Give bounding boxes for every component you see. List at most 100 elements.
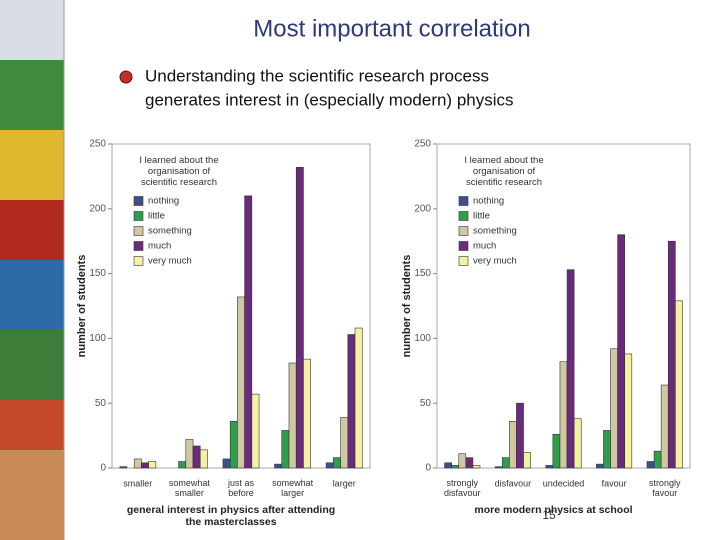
- bar: [559, 361, 568, 469]
- legend-label: nothing: [473, 196, 504, 207]
- bar: [133, 458, 142, 469]
- legend-label: much: [473, 241, 496, 252]
- legend-swatch: [458, 211, 469, 221]
- y-tick-label: 100: [414, 333, 431, 344]
- bar: [288, 362, 297, 469]
- bar: [148, 461, 157, 469]
- bar: [523, 452, 531, 469]
- legend-title: I learned about the organisation of scient…: [464, 155, 543, 188]
- bar: [237, 296, 245, 469]
- bullet-marker: [119, 70, 133, 84]
- bar: [340, 417, 349, 469]
- bar: [295, 167, 304, 469]
- bar: [451, 465, 460, 469]
- bullet-text: generates interest in (especially modern…: [145, 90, 514, 109]
- y-axis-label: number of students: [76, 255, 88, 358]
- chart: 0 50 100 150 200 250 number of students smaller…: [76, 139, 371, 528]
- y-tick-label: 200: [414, 203, 431, 214]
- bar: [596, 463, 604, 469]
- bar: [251, 393, 260, 469]
- x-tick-label: smaller: [123, 478, 152, 488]
- legend-label: nothing: [148, 196, 179, 207]
- bar: [222, 458, 231, 469]
- bar: [566, 269, 575, 469]
- y-tick-label: 100: [89, 333, 106, 344]
- x-tick-label: strongly disfavour: [444, 478, 481, 498]
- bar: [675, 300, 683, 469]
- bar: [545, 465, 554, 469]
- legend-label: something: [473, 226, 517, 237]
- legend-label: little: [473, 211, 490, 222]
- legend-swatch: [133, 256, 144, 266]
- x-tick-label: favour: [602, 478, 627, 488]
- y-tick-label: 0: [100, 463, 106, 474]
- y-tick-label: 200: [89, 203, 106, 214]
- legend-swatch: [133, 241, 144, 251]
- bar: [354, 327, 363, 469]
- legend-label: very much: [473, 256, 517, 267]
- bar: [624, 353, 633, 469]
- y-tick-label: 0: [425, 463, 431, 474]
- bullet-text: Understanding the scientific research pr…: [145, 66, 489, 85]
- legend-label: little: [148, 211, 165, 222]
- bar: [472, 465, 481, 469]
- bar: [192, 445, 201, 469]
- bar: [660, 384, 669, 469]
- x-tick-label: larger: [333, 478, 356, 488]
- y-tick-label: 50: [420, 398, 432, 409]
- y-tick-label: 150: [414, 268, 431, 279]
- bar: [274, 463, 283, 469]
- y-tick-label: 250: [414, 139, 431, 150]
- bar: [141, 462, 149, 469]
- bar: [178, 461, 187, 469]
- y-tick-label: 250: [89, 139, 106, 150]
- bar: [610, 348, 618, 469]
- bar: [333, 457, 341, 469]
- y-tick-label: 50: [95, 398, 107, 409]
- x-tick-label: strongly favour: [649, 478, 681, 498]
- bar: [119, 466, 128, 469]
- bar: [509, 421, 517, 469]
- chart: 0 50 100 150 200 250 number of students strongl…: [401, 139, 691, 516]
- bar: [603, 430, 611, 469]
- bar: [646, 461, 655, 469]
- bar: [325, 462, 334, 469]
- x-axis-label: more modern physics at school: [474, 504, 632, 516]
- bar: [347, 334, 356, 469]
- bar: [444, 462, 452, 469]
- x-tick-label: somewhat larger: [272, 478, 314, 498]
- bar: [281, 430, 290, 469]
- y-axis-label: number of students: [401, 255, 413, 358]
- legend-label: something: [148, 226, 192, 237]
- bar: [199, 449, 208, 469]
- bar: [501, 457, 510, 469]
- bar: [516, 402, 524, 469]
- bar: [494, 466, 503, 469]
- legend-swatch: [133, 196, 144, 206]
- legend-label: much: [148, 241, 171, 252]
- bar: [617, 234, 626, 469]
- legend-label: very much: [148, 256, 192, 267]
- bar: [552, 434, 561, 469]
- bar: [653, 450, 662, 469]
- bar: [244, 195, 253, 469]
- page-number: 15: [542, 508, 556, 522]
- x-tick-label: undecided: [543, 478, 585, 488]
- legend-swatch: [133, 211, 144, 221]
- y-tick-label: 150: [89, 268, 106, 279]
- x-axis-label: general interest in physics after attend…: [127, 504, 335, 528]
- bar: [667, 240, 676, 469]
- bar: [458, 453, 467, 469]
- legend-title: I learned about the organisation of scient…: [139, 155, 218, 188]
- legend-swatch: [458, 226, 469, 236]
- bar: [229, 421, 238, 469]
- legend-swatch: [458, 256, 469, 266]
- bar: [185, 439, 194, 469]
- slide-title: Most important correlation: [253, 15, 530, 42]
- decorative-strip: [0, 0, 65, 540]
- bar: [573, 418, 582, 469]
- legend-swatch: [133, 226, 144, 236]
- bar: [465, 457, 474, 469]
